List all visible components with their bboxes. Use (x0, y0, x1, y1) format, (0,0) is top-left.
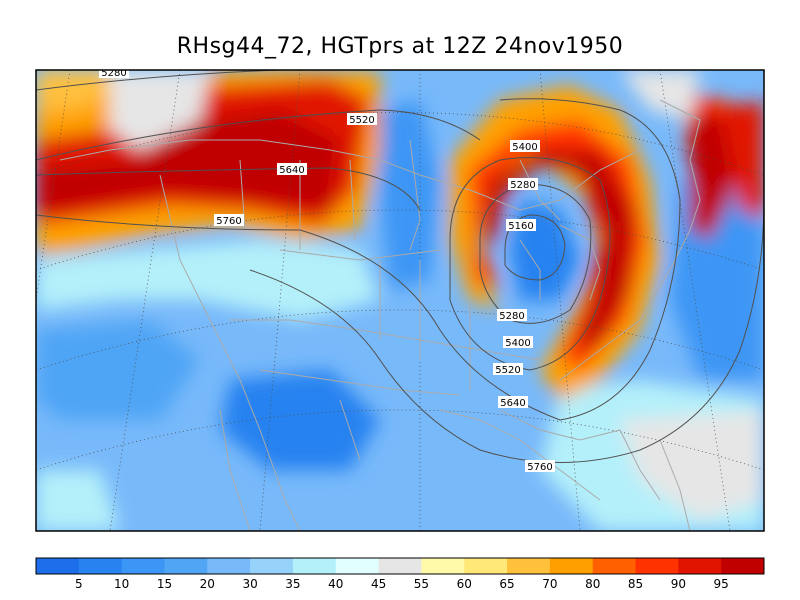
map-frame (35, 69, 765, 532)
contour-label: 5280 (510, 180, 535, 191)
colorbar-swatch (207, 558, 251, 574)
colorbar: 5 10 15 20 30 35 40 45 55 60 65 70 80 85 90 95 (35, 557, 765, 591)
colorbar-label: 85 (628, 577, 643, 591)
colorbar-swatch (507, 558, 551, 574)
contour-label: 5280 (101, 68, 126, 79)
colorbar-label: 60 (457, 577, 472, 591)
colorbar-swatch (36, 558, 80, 574)
contour-label: 5400 (512, 142, 537, 153)
colorbar-swatch (421, 558, 465, 574)
colorbar-swatch (164, 558, 208, 574)
colorbar-swatch (250, 558, 294, 574)
colorbar-label: 70 (542, 577, 557, 591)
map-area: 5280 5520 5640 5760 5400 5280 5160 5280 … (36, 68, 764, 531)
contour-label: 5760 (216, 216, 241, 227)
colorbar-swatch (721, 558, 765, 574)
geography-outlines (59, 99, 701, 531)
contour-label: 5280 (499, 311, 524, 322)
colorbar-swatch (292, 558, 337, 574)
colorbar-label: 10 (114, 577, 129, 591)
colorbar-swatch (592, 558, 637, 574)
contour-labels: 5280 5520 5640 5760 5400 5280 5160 5280 … (99, 68, 555, 473)
contour-label: 5520 (495, 365, 520, 376)
contour-label: 5400 (505, 338, 530, 349)
colorbar-swatch (635, 558, 679, 574)
contour-label: 5160 (508, 221, 533, 232)
colorbar-label: 35 (285, 577, 300, 591)
contour-label: 5640 (500, 398, 525, 409)
height-contours (36, 70, 764, 463)
colorbar-label: 45 (371, 577, 386, 591)
colorbar-swatch (121, 558, 165, 574)
colorbar-label: 95 (714, 577, 729, 591)
colorbar-frame (35, 557, 765, 575)
colorbar-swatch (464, 558, 508, 574)
colorbar-swatch (549, 558, 594, 574)
colorbar-swatch (78, 558, 123, 574)
humidity-field (36, 70, 764, 531)
colorbar-label: 80 (585, 577, 600, 591)
colorbar-label: 40 (328, 577, 343, 591)
colorbar-swatch (678, 558, 722, 574)
colorbar-swatch (335, 558, 380, 574)
contour-label: 5640 (279, 165, 304, 176)
colorbar-label: 30 (242, 577, 257, 591)
colorbar-label: 65 (499, 577, 514, 591)
colorbar-label: 90 (671, 577, 686, 591)
colorbar-label: 15 (157, 577, 172, 591)
colorbar-swatch (378, 558, 422, 574)
contour-label: 5520 (349, 115, 374, 126)
colorbar-label: 55 (414, 577, 429, 591)
page-title: RHsg44_72, HGTprs at 12Z 24nov1950 (176, 34, 624, 59)
contour-label: 5760 (527, 462, 552, 473)
colorbar-label: 5 (75, 577, 83, 591)
colorbar-label: 20 (200, 577, 215, 591)
